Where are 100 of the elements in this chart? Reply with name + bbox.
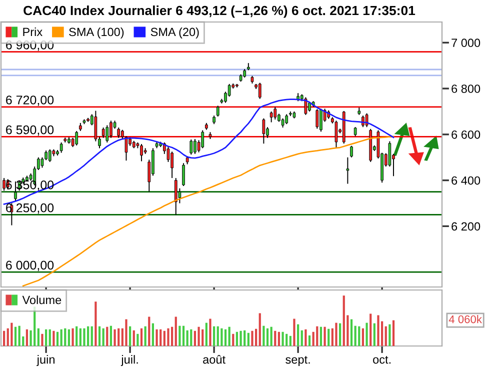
bar (216, 326, 219, 346)
bar (278, 332, 280, 346)
bar (182, 326, 185, 346)
bar (26, 329, 28, 346)
candlestick (48, 148, 52, 162)
x-tick-label: août (203, 354, 226, 364)
bar (384, 326, 387, 346)
y-tick-label: 6 600 (452, 130, 480, 139)
candlestick (334, 120, 338, 149)
x-tick-label: juin (36, 355, 54, 366)
bar (194, 330, 196, 346)
legend-label: SMA (20) (150, 27, 199, 38)
candlestick (346, 156, 350, 184)
y-tick-label: 6 400 (452, 176, 480, 185)
bar (270, 326, 272, 346)
bar (83, 328, 86, 346)
y-tick-label: 7 000 (452, 38, 480, 48)
x-tick-label: oct. (373, 356, 390, 364)
bar (335, 322, 338, 346)
bar (255, 328, 258, 346)
candlestick (320, 108, 322, 132)
bar (114, 329, 116, 346)
bar (316, 326, 318, 346)
bar (118, 328, 120, 346)
bar (14, 326, 17, 346)
bar (289, 336, 292, 346)
bar (300, 330, 303, 346)
bar (388, 324, 391, 346)
bar (48, 329, 51, 346)
bar (213, 326, 216, 346)
candlestick (274, 106, 277, 120)
candlestick (106, 124, 109, 143)
bar (98, 326, 101, 346)
bar (258, 313, 261, 346)
bar (72, 328, 74, 346)
bar (56, 332, 59, 346)
candlestick (228, 83, 231, 98)
bar (18, 326, 20, 346)
bar (366, 322, 368, 346)
bar (106, 326, 108, 346)
candlestick (350, 145, 353, 158)
bar (297, 324, 300, 346)
bar (87, 326, 90, 346)
candlestick (110, 120, 112, 138)
bar (240, 330, 242, 346)
bar (152, 323, 154, 346)
bar (110, 326, 112, 346)
candlestick (102, 127, 105, 138)
legend-label: SMA (100) (69, 27, 124, 38)
bar (160, 329, 162, 346)
candlestick (285, 114, 288, 125)
bar (339, 323, 342, 346)
candlestick (281, 118, 284, 128)
bar (282, 332, 284, 346)
bar (232, 334, 234, 346)
candlestick (270, 110, 273, 123)
candlestick (2, 178, 6, 192)
bar (304, 329, 307, 346)
candlestick (170, 151, 174, 178)
bar (163, 330, 166, 346)
text: 4 060k (448, 315, 482, 324)
candlestick (262, 118, 266, 144)
y-tick-label: 6 800 (452, 84, 480, 93)
bar (178, 326, 181, 346)
bar (244, 330, 246, 346)
chart-title: CAC40 Index Journalier 6 493,12 (–1,26 %) 6 oct. 2021 17:35:01 (24, 5, 416, 18)
bar (144, 326, 146, 346)
bar (370, 314, 372, 346)
candlestick (201, 130, 204, 149)
candlestick (94, 110, 98, 142)
bar (293, 318, 296, 346)
x-tick-label: sept. (286, 356, 310, 366)
candlestick (60, 142, 63, 154)
bar (76, 326, 78, 346)
bar (45, 329, 48, 346)
bar (140, 328, 143, 346)
bar (136, 334, 139, 346)
bar (236, 332, 238, 346)
bar (377, 315, 380, 346)
candlestick (182, 162, 185, 187)
bar (52, 330, 55, 346)
bar (209, 318, 212, 346)
bar (174, 316, 177, 346)
x-tick-label: juil. (120, 355, 138, 366)
bar (148, 316, 150, 346)
ref-line-label: 6 590,00 (6, 125, 54, 136)
bar (392, 320, 395, 346)
bar (228, 326, 230, 346)
bar (132, 330, 135, 346)
candlestick (354, 126, 357, 137)
candlestick (304, 96, 308, 116)
bar (125, 319, 128, 346)
legend-label: Prix (23, 27, 42, 36)
candlestick (174, 178, 178, 216)
legend-label: Volume (22, 295, 62, 304)
bar (64, 328, 66, 346)
bar (60, 329, 62, 346)
bar (354, 326, 356, 346)
bar (37, 328, 40, 346)
bar (324, 326, 326, 346)
